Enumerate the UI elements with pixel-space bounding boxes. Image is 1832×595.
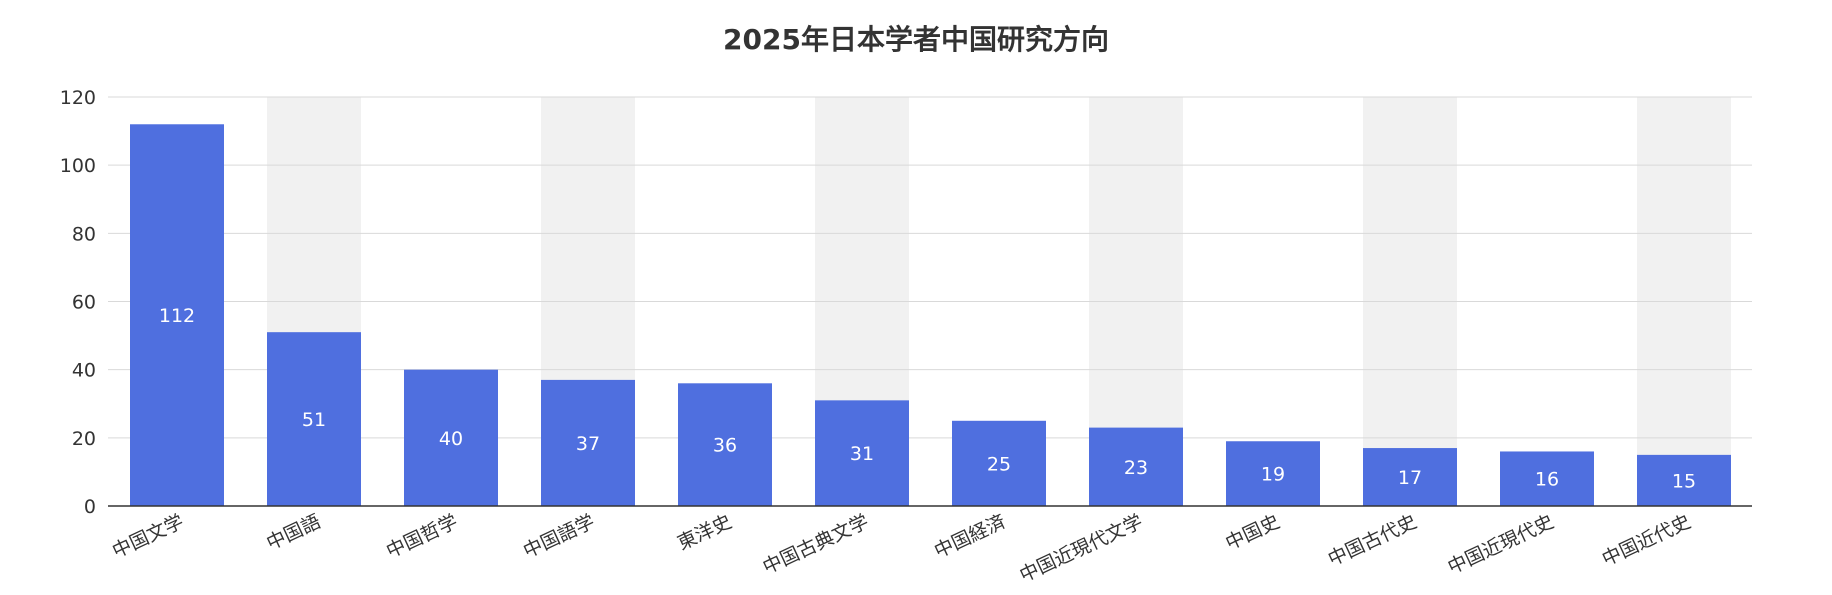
bar [678, 383, 772, 506]
y-tick-label: 120 [60, 87, 96, 109]
bar [130, 124, 224, 507]
data-label: 40 [439, 428, 463, 450]
chart-title: 2025年日本学者中国研究方向 [723, 23, 1109, 56]
data-label: 25 [987, 453, 1011, 475]
bar [815, 400, 909, 506]
category-label: 中国経済 [931, 511, 1009, 563]
y-tick-label: 40 [72, 360, 96, 382]
category-label: 中国近代史 [1599, 511, 1694, 571]
y-tick-label: 80 [72, 223, 96, 245]
data-label: 23 [1124, 457, 1148, 479]
bar [1226, 441, 1320, 506]
category-label: 中国史 [1222, 511, 1283, 555]
data-label: 31 [850, 443, 874, 465]
data-label: 16 [1535, 469, 1559, 491]
data-label: 37 [576, 433, 600, 455]
category-label: 中国語 [263, 511, 324, 555]
category-label: 中国哲学 [383, 511, 461, 563]
data-label: 36 [713, 435, 737, 457]
y-tick-label: 100 [60, 155, 96, 177]
bar [404, 369, 498, 506]
bar [1363, 448, 1457, 506]
data-label: 17 [1398, 467, 1422, 489]
bars [130, 124, 1731, 507]
category-label: 中国古代史 [1325, 511, 1420, 571]
bar [1089, 427, 1183, 506]
data-label: 112 [159, 305, 195, 327]
category-label: 中国近現代文学 [1016, 511, 1146, 587]
gridlines [108, 96, 1752, 439]
category-label: 中国古典文学 [759, 511, 872, 579]
y-tick-label: 60 [72, 292, 96, 314]
x-axis-categories: 中国文学 中国語 中国哲学 中国語学 東洋史 中国古典文学 中国経済 中国近現代文学 中国史 中国… [109, 511, 1694, 587]
category-label: 東洋史 [674, 511, 735, 555]
bar [952, 420, 1046, 506]
bar [1500, 451, 1594, 506]
y-axis-ticks: 0 20 40 60 80 100 120 [60, 87, 96, 518]
bar [541, 379, 635, 506]
data-labels: 112 51 40 37 36 31 25 23 19 17 16 15 [159, 305, 1696, 492]
category-label: 中国文学 [109, 511, 187, 563]
category-label: 中国近現代史 [1444, 511, 1557, 579]
bar [1637, 454, 1731, 506]
y-tick-label: 20 [72, 428, 96, 450]
category-label: 中国語学 [520, 511, 598, 563]
y-tick-label: 0 [84, 496, 96, 518]
data-label: 19 [1261, 464, 1285, 486]
data-label: 15 [1672, 470, 1696, 492]
data-label: 51 [302, 409, 326, 431]
bar [267, 332, 361, 506]
